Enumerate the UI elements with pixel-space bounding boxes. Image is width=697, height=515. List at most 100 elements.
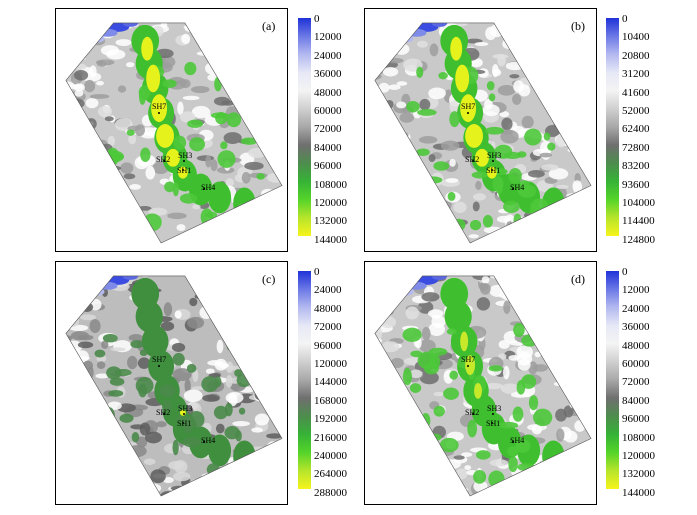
panel-label: (b) [571,19,585,33]
colorbar-c [298,271,311,489]
colorbar-tick: 144000 [622,486,655,499]
well-label: SH4 [201,183,216,192]
colorbar-ticks-c: 0 24000 48000 72000 96000 120000 144000 168000 1… [314,266,369,499]
well-label: SH4 [201,436,216,445]
panel-label: (c) [262,272,276,286]
colorbar-tick: 52000 [622,105,650,117]
colorbar-tick: 48000 [314,86,342,99]
map-a [65,22,283,244]
well-label: SH3 [487,151,502,160]
peak-value-core [460,331,469,352]
colorbar-tick: 96000 [622,413,650,426]
peak-value-core [465,124,483,148]
well-label: SH3 [178,404,193,413]
survey-outline [65,22,283,244]
peak-value-core [455,64,470,93]
peak-value-core [141,36,154,61]
colorbar-tick: 264000 [314,468,347,481]
colorbar-tick: 120000 [622,450,655,462]
peak-value-core [460,94,477,123]
well-label: SH7 [461,355,476,364]
well-marker [183,160,185,162]
high-value-trend [141,325,169,358]
well-label: SH2 [156,408,171,417]
well-marker [183,413,185,415]
colorbar-tick: 20800 [622,49,650,62]
well-label: SH7 [152,355,167,364]
well-label: SH3 [178,151,193,160]
colorbar-tick: 0 [622,13,628,25]
well-marker [492,160,494,162]
colorbar-tick: 132000 [622,468,655,481]
colorbar-tick: 36000 [314,68,342,81]
low-value-patch [431,22,448,27]
peak-value-core [166,148,180,167]
colorbar-tick: 216000 [314,431,347,444]
well-marker [491,422,493,424]
high-value-trend [135,300,163,333]
colorbar-ticks-a: 0 12000 24000 36000 48000 60000 72000 84000 9600… [314,13,369,246]
well-label: SH7 [152,102,167,111]
well-label: SH2 [465,155,480,164]
colorbar-tick: 72000 [314,123,342,136]
colorbar-tick: 96000 [314,160,342,173]
well-label: SH2 [156,155,171,164]
low-value-patch [395,34,414,43]
panel-a: (a) SH7 SH2 SH3 SH1 SH4 [55,8,288,252]
well-marker [158,365,160,367]
colorbar-tick: 288000 [314,486,347,499]
survey-outline [65,275,283,497]
well-label: SH1 [486,419,501,428]
colorbar-tick: 48000 [622,339,650,352]
well-label: SH4 [510,436,525,445]
colorbar-tick: 104000 [622,197,655,209]
colorbar-tick: 84000 [314,141,342,154]
high-value-trend [148,350,175,383]
well-marker [467,112,469,114]
panel-d: (d) SH7 SH2 SH3 SH1 SH4 [364,261,597,505]
map-b [374,22,592,244]
colorbar-tick: 108000 [314,178,347,191]
well-marker [203,441,205,443]
high-value-trend [208,434,232,467]
high-value-trend [208,181,232,214]
colorbar-tick: 0 [314,13,320,25]
low-value-patch [431,275,448,280]
peak-value-core [486,166,497,179]
peak-value-core [475,148,489,167]
colorbar-tick: 72800 [622,141,650,154]
panel-label: (d) [571,272,585,286]
colorbar-b [606,18,619,236]
well-label: SH4 [510,183,525,192]
well-marker [467,365,469,367]
colorbar-tick: 72000 [314,321,342,334]
colorbar-tick: 36000 [622,321,650,334]
colorbar-tick: 168000 [314,394,347,407]
well-marker [163,413,165,415]
colorbar-tick: 124800 [622,233,655,246]
well-marker [203,188,205,190]
colorbar-tick: 240000 [314,450,347,462]
low-value-patch [122,275,139,280]
well-label: SH7 [461,102,476,111]
low-value-patch [86,287,105,296]
colorbar-a [298,18,311,236]
colorbar-d [606,271,619,489]
peak-value-core [151,94,168,123]
peak-value-core [465,355,476,376]
low-value-patch [86,34,105,43]
well-label: SH2 [465,408,480,417]
well-marker [512,441,514,443]
well-marker [182,422,184,424]
colorbar-tick: 144000 [314,376,347,389]
colorbar-tick: 93600 [622,178,650,191]
colorbar-tick: 192000 [314,413,347,426]
colorbar-tick: 83200 [622,160,650,173]
colorbar-tick: 60000 [622,358,650,370]
colorbar-tick: 12000 [622,284,650,297]
colorbar-tick: 10400 [622,31,650,44]
colorbar-tick: 31200 [622,68,650,81]
colorbar-tick: 0 [314,266,320,278]
colorbar-tick: 24000 [314,49,342,62]
colorbar-tick: 72000 [622,376,650,389]
